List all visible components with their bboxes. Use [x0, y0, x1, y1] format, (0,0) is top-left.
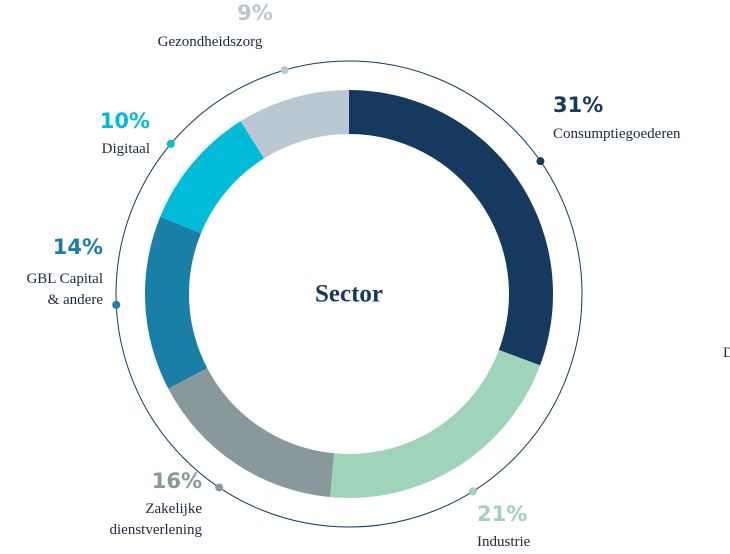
chart-title: Sector	[315, 281, 383, 308]
label-dot	[166, 139, 175, 148]
category-label: Industrie	[477, 534, 531, 550]
category-label: GBL Capital	[26, 271, 103, 287]
label-dot	[468, 487, 477, 496]
segments	[145, 90, 553, 498]
value-label: 10%	[100, 109, 150, 133]
label-dot	[215, 483, 224, 492]
clipped-label: D	[723, 345, 730, 361]
label-dot	[280, 66, 289, 75]
donut-segment	[329, 350, 541, 498]
label-dot	[536, 157, 545, 166]
category-label: & andere	[48, 292, 104, 308]
label-dot	[112, 300, 121, 309]
value-label: 14%	[53, 235, 103, 259]
outer-ring	[115, 60, 583, 528]
donut-segment	[240, 90, 349, 159]
category-label: Gezondheidszorg	[158, 34, 263, 50]
category-label: dienstverlening	[110, 522, 203, 538]
donut-segment	[160, 121, 265, 234]
value-label: 21%	[477, 502, 527, 526]
value-label: 31%	[553, 93, 603, 117]
category-label: Zakelijke	[145, 501, 202, 517]
donut-segment	[168, 368, 335, 498]
donut-segment	[349, 90, 553, 366]
category-label: Digitaal	[102, 141, 150, 157]
value-label: 16%	[152, 469, 202, 493]
donut-segment	[145, 216, 208, 389]
value-label: 9%	[237, 1, 273, 25]
category-label: Consumptiegoederen	[553, 126, 681, 142]
